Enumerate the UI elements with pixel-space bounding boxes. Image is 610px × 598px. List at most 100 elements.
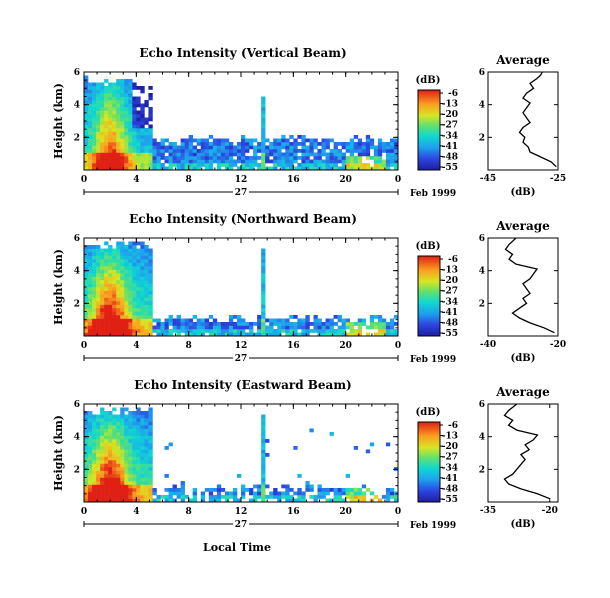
heatmap-cell xyxy=(108,93,113,97)
heatmap-cell xyxy=(100,495,105,499)
heatmap-cell xyxy=(108,103,113,108)
colorbar-tick-label: -20 xyxy=(442,442,458,452)
heatmap-cell xyxy=(124,329,129,333)
average-x-tick-label: -35 xyxy=(480,506,496,516)
heatmap-cell xyxy=(148,287,153,291)
heatmap-cell xyxy=(136,488,141,492)
heatmap-cell xyxy=(100,477,105,482)
heatmap-cell xyxy=(273,145,278,150)
heatmap-cell xyxy=(124,449,129,454)
heatmap-cell xyxy=(112,446,117,450)
heatmap-cell xyxy=(224,329,230,333)
heatmap-cell xyxy=(136,414,141,419)
heatmap-cell xyxy=(220,332,226,337)
heatmap-cell xyxy=(172,491,177,496)
heatmap-cell xyxy=(144,166,149,171)
heatmap-cell xyxy=(100,322,105,326)
heatmap-cell xyxy=(188,318,193,323)
heatmap-cell xyxy=(305,159,310,164)
heatmap-cell xyxy=(112,484,117,489)
heatmap-cell xyxy=(120,425,125,429)
heatmap-cell xyxy=(140,484,145,489)
heatmap-cell xyxy=(393,156,399,160)
heatmap-cell xyxy=(293,152,298,157)
heatmap-cell xyxy=(132,266,137,270)
heatmap-cell xyxy=(309,488,314,492)
heatmap-cell xyxy=(100,428,105,433)
heatmap-cell xyxy=(96,121,101,125)
heatmap-cell xyxy=(92,124,97,129)
heatmap-cell xyxy=(108,96,113,101)
heatmap-cell xyxy=(261,259,266,263)
heatmap-cell xyxy=(261,110,266,115)
heatmap-cell xyxy=(249,156,254,160)
heatmap-cell xyxy=(365,152,371,157)
heatmap-cell xyxy=(92,86,97,90)
heatmap-cell xyxy=(128,266,133,270)
x-tick-label: 0 xyxy=(81,175,87,185)
heatmap-cell xyxy=(261,152,266,157)
heatmap-cell xyxy=(112,449,117,454)
heatmap-cell xyxy=(100,124,105,129)
heatmap-cell xyxy=(124,446,129,450)
heatmap-cell xyxy=(140,297,145,302)
heatmap-cell xyxy=(148,248,153,253)
heatmap-cell xyxy=(92,287,97,291)
heatmap-cell xyxy=(104,262,109,267)
heatmap-cell xyxy=(132,491,137,496)
heatmap-cell xyxy=(345,318,350,323)
heatmap-cell xyxy=(337,332,342,337)
heatmap-cell xyxy=(140,311,145,316)
heatmap-cell xyxy=(108,446,113,450)
heatmap-cell xyxy=(120,414,125,419)
heatmap-cell xyxy=(100,484,105,489)
heatmap-cell xyxy=(128,259,133,263)
heatmap-cell xyxy=(253,159,258,164)
heatmap-cell xyxy=(132,449,137,454)
heatmap-cell xyxy=(289,156,294,160)
heatmap-cell xyxy=(180,318,185,323)
heatmap-cell xyxy=(96,488,101,492)
heatmap-cell xyxy=(152,488,157,492)
heatmap-cell xyxy=(281,152,286,157)
heatmap-cell xyxy=(88,439,93,443)
heatmap-cell xyxy=(96,322,101,326)
heatmap-cell xyxy=(140,463,145,468)
heatmap-cell xyxy=(108,491,113,496)
heatmap-cell xyxy=(357,166,363,171)
heatmap-cell xyxy=(100,329,105,333)
heatmap-cell xyxy=(232,491,238,496)
heatmap-cell xyxy=(188,498,193,503)
heatmap-cell xyxy=(96,428,101,433)
heatmap-cell xyxy=(168,145,173,150)
heatmap-cell xyxy=(96,124,101,129)
heatmap-cell xyxy=(128,273,133,277)
heatmap-cell xyxy=(241,138,246,143)
heatmap-cell xyxy=(349,325,355,330)
heatmap-cell xyxy=(116,325,121,330)
heatmap-cell xyxy=(156,163,161,167)
heatmap-cell xyxy=(293,142,298,146)
heatmap-cell xyxy=(192,329,198,333)
heatmap-cell xyxy=(261,159,266,164)
heatmap-cell xyxy=(88,276,93,281)
heatmap-cell xyxy=(124,442,129,447)
heatmap-cell xyxy=(104,442,109,447)
heatmap-cell xyxy=(112,82,117,87)
heatmap-cell xyxy=(112,329,117,333)
heatmap-cell xyxy=(148,322,153,326)
heatmap-cell xyxy=(132,273,137,277)
heatmap-cell xyxy=(88,411,93,415)
heatmap-cell xyxy=(124,89,129,94)
heatmap-cell xyxy=(92,463,97,468)
heatmap-cell xyxy=(140,414,145,419)
heatmap-cell xyxy=(144,432,149,436)
heatmap-cell xyxy=(148,93,153,97)
heatmap-cell xyxy=(313,159,318,164)
heatmap-cell xyxy=(132,435,137,440)
heatmap-cell xyxy=(325,156,330,160)
heatmap-cell xyxy=(124,131,129,136)
heatmap-cell xyxy=(96,318,101,323)
heatmap-cell xyxy=(84,255,89,260)
heatmap-cell xyxy=(160,142,165,146)
